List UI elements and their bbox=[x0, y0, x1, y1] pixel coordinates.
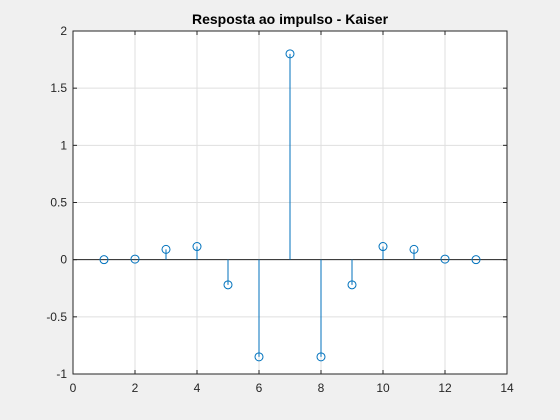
stem-marker bbox=[440, 254, 450, 264]
stem-marker bbox=[378, 242, 388, 252]
stem-marker bbox=[192, 242, 202, 252]
x-tick-label: 4 bbox=[194, 381, 201, 395]
stem-marker bbox=[471, 255, 481, 265]
y-tick-label: 0 bbox=[60, 253, 67, 267]
x-tick-label: 12 bbox=[438, 381, 452, 395]
stem-marker bbox=[223, 280, 233, 290]
stem-marker bbox=[285, 49, 295, 59]
y-tick-label: -1 bbox=[56, 367, 67, 381]
chart-title: Resposta ao impulso - Kaiser bbox=[192, 11, 389, 27]
stem-marker bbox=[99, 255, 109, 265]
stem-marker bbox=[316, 352, 326, 362]
x-axis-ticks: 0 2 4 6 8 10 12 14 bbox=[70, 31, 514, 395]
stem-marker bbox=[409, 244, 419, 254]
x-tick-label: 2 bbox=[132, 381, 139, 395]
x-tick-label: 0 bbox=[70, 381, 77, 395]
stem-marker bbox=[130, 254, 140, 264]
stem-marker bbox=[347, 280, 357, 290]
stem-marker bbox=[161, 244, 171, 254]
x-tick-label: 14 bbox=[500, 381, 514, 395]
x-tick-label: 10 bbox=[376, 381, 390, 395]
y-axis-ticks: -1 -0.5 0 0.5 1 1.5 2 bbox=[46, 24, 507, 381]
y-tick-label: 1.5 bbox=[50, 81, 67, 95]
y-tick-label: -0.5 bbox=[46, 310, 67, 324]
y-tick-label: 1 bbox=[60, 138, 67, 152]
y-tick-label: 0.5 bbox=[50, 196, 67, 210]
stem-marker bbox=[254, 352, 264, 362]
x-tick-label: 6 bbox=[256, 381, 263, 395]
stem-series bbox=[99, 49, 481, 362]
y-tick-label: 2 bbox=[60, 24, 67, 38]
x-tick-label: 8 bbox=[318, 381, 325, 395]
